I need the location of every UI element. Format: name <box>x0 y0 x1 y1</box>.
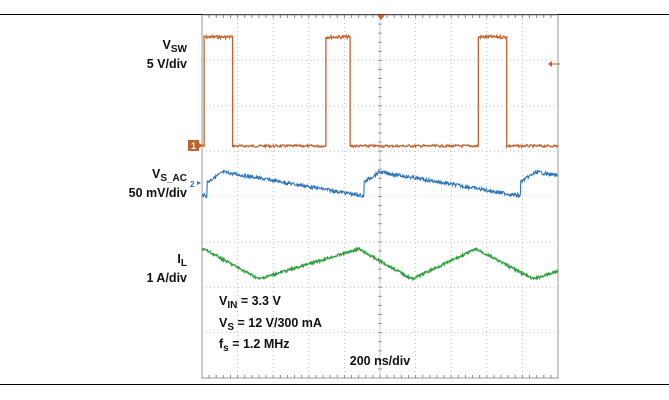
il-scale: 1 A/div <box>146 271 187 285</box>
ch1-marker-label: 1 <box>191 141 196 151</box>
timebase-label: 200 ns/div <box>349 354 411 368</box>
ch1-arrow <box>199 143 203 148</box>
vsw-scale: 5 V/div <box>146 57 187 71</box>
ch2-arrow <box>197 181 201 185</box>
il-label: IL 1 A/div <box>146 252 187 285</box>
vsac-trace <box>201 168 559 199</box>
vsw-trace <box>201 33 559 150</box>
trigger-position-marker <box>377 15 385 20</box>
trigger-level-arrow <box>548 61 552 67</box>
il-trace <box>201 246 559 282</box>
bottom-rule <box>0 384 669 385</box>
ch1-ground-marker <box>188 140 199 151</box>
vsac-label: VS_AC 50 mV/div <box>128 167 187 200</box>
markers: 12 <box>188 15 560 189</box>
vsac-scale: 50 mV/div <box>128 186 187 200</box>
vsw-label: VSW 5 V/div <box>146 38 187 71</box>
ch2-marker-label: 2 <box>190 180 195 189</box>
traces <box>201 33 559 282</box>
vin-annotation: VIN = 3.3 V <box>219 294 281 311</box>
fs-annotation: fs = 1.2 MHz <box>219 337 290 354</box>
vs-annotation: VS = 12 V/300 mA <box>219 316 322 333</box>
